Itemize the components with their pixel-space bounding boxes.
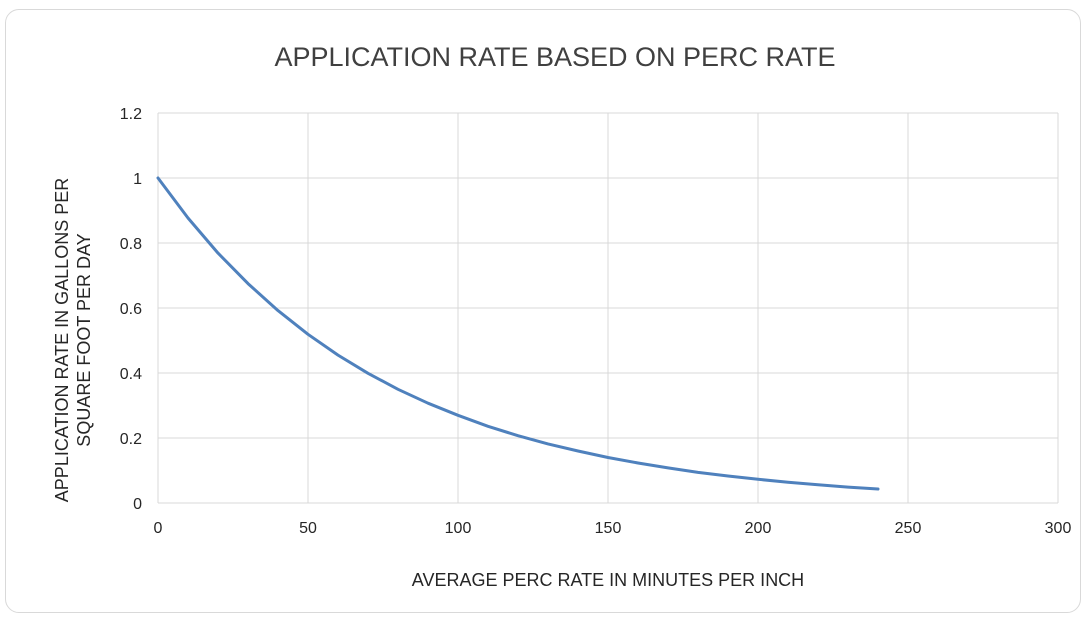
chart-title: APPLICATION RATE BASED ON PERC RATE [274,42,835,72]
y-tick-label: 1.2 [120,106,142,123]
tick-labels: 0 0.2 0.4 0.6 0.8 1 1.2 0 50 100 150 200 250 300 [120,106,1072,537]
y-tick-label: 0.2 [120,431,142,448]
series-group [156,176,880,491]
x-tick-label: 250 [895,520,922,537]
series-line [156,176,880,491]
y-tick-label: 1 [133,171,142,188]
x-tick-label: 0 [154,520,163,537]
grid [157,112,1059,504]
x-tick-label: 300 [1045,520,1072,537]
x-tick-label: 50 [299,520,317,537]
y-tick-label: 0.8 [120,236,142,253]
x-tick-label: 100 [445,520,472,537]
y-tick-label: 0.4 [120,366,142,383]
y-axis-label-line-1: APPLICATION RATE IN GALLONS PER [52,178,72,502]
y-axis-label: APPLICATION RATE IN GALLONS PER SQUARE F… [52,178,94,502]
x-tick-label: 150 [595,520,622,537]
y-tick-label: 0 [133,496,142,513]
chart-frame [5,9,1081,613]
y-axis-label-line-2: SQUARE FOOT PER DAY [74,233,94,446]
x-axis-label: AVERAGE PERC RATE IN MINUTES PER INCH [412,570,804,590]
y-tick-label: 0.6 [120,301,142,318]
x-tick-label: 200 [745,520,772,537]
